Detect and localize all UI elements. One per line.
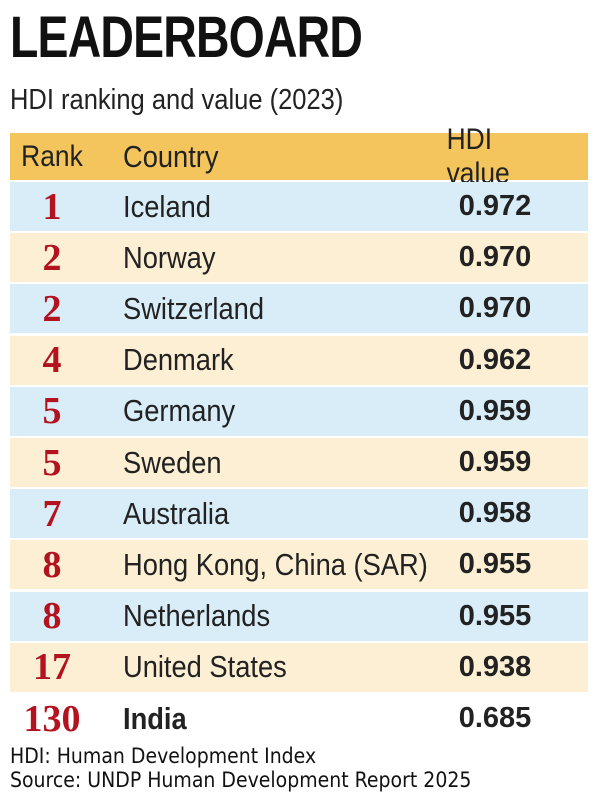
hdi-value: 0.962 xyxy=(458,343,532,376)
hdi-value: 0.685 xyxy=(458,702,532,734)
table-row: 8 Netherlands 0.955 xyxy=(10,591,588,641)
rank: 2 xyxy=(42,287,62,330)
table-row: 2 Switzerland 0.970 xyxy=(10,284,588,334)
country: Australia xyxy=(123,495,230,531)
table-row: 8 Hong Kong, China (SAR) 0.955 xyxy=(10,540,588,590)
source: Source: UNDP Human Development Report 20… xyxy=(10,768,472,792)
table-row: 4 Denmark 0.962 xyxy=(10,335,588,385)
hdi-value: 0.958 xyxy=(458,497,532,530)
footnote: HDI: Human Development Index xyxy=(10,744,317,768)
hdi-value: 0.955 xyxy=(458,548,532,581)
column-header: Country xyxy=(123,138,219,174)
rank: 1 xyxy=(42,185,62,228)
hdi-value: 0.938 xyxy=(458,650,532,683)
title: LEADERBOARD xyxy=(10,5,363,70)
hdi-value: 0.970 xyxy=(458,241,532,274)
table-row: 5 Germany 0.959 xyxy=(10,386,588,436)
rank: 5 xyxy=(42,441,62,484)
column-header: HDI value xyxy=(446,122,510,190)
hdi-value: 0.959 xyxy=(458,446,532,478)
hdi-value: 0.959 xyxy=(458,394,532,427)
rank: 8 xyxy=(42,543,62,586)
table-row: 130 India 0.685 xyxy=(10,694,588,743)
rank: 8 xyxy=(42,595,62,638)
country: United States xyxy=(123,649,287,685)
rank: 7 xyxy=(42,492,62,535)
table-row: 2 Norway 0.970 xyxy=(10,233,588,283)
rank: 130 xyxy=(23,697,81,740)
hdi-value: 0.955 xyxy=(458,599,532,632)
subtitle: HDI ranking and value (2023) xyxy=(10,84,344,116)
hdi-value: 0.970 xyxy=(458,292,532,325)
country: Denmark xyxy=(123,342,234,378)
rank: 17 xyxy=(33,646,71,689)
country: Switzerland xyxy=(123,290,265,326)
country: Netherlands xyxy=(123,598,271,634)
table-row: 7 Australia 0.958 xyxy=(10,489,588,539)
table-row: 17 United States 0.938 xyxy=(10,642,588,692)
rank: 4 xyxy=(42,339,62,382)
header-row: Rank Country HDI value xyxy=(10,122,588,190)
country: Iceland xyxy=(123,188,211,224)
rank: 5 xyxy=(42,390,62,433)
country: Norway xyxy=(123,239,216,275)
table-row: 5 Sweden 0.959 xyxy=(10,438,588,487)
hdi-value: 0.972 xyxy=(458,190,532,222)
country: Hong Kong, China (SAR) xyxy=(123,546,428,582)
country: Sweden xyxy=(123,444,222,480)
country: India xyxy=(123,700,187,736)
table-row: 1 Iceland 0.972 xyxy=(10,182,588,231)
rank: 2 xyxy=(42,236,62,279)
country: Germany xyxy=(123,393,236,429)
column-header: Rank xyxy=(21,139,83,173)
